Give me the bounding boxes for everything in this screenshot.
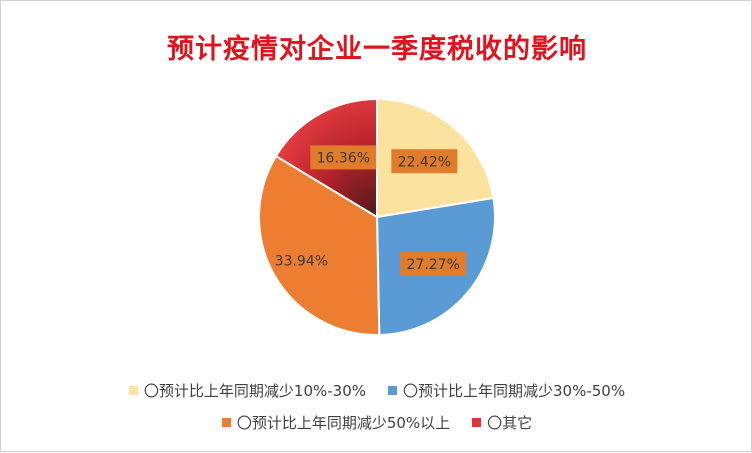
legend-label-1: 〇预计比上年同期减少10%-30% bbox=[143, 381, 366, 400]
data-label-2: 27.27% bbox=[407, 257, 460, 273]
data-label-1: 22.42% bbox=[398, 154, 451, 170]
legend-label-3: 〇预计比上年同期减少50%以上 bbox=[236, 413, 451, 432]
legend-swatch-1 bbox=[128, 385, 138, 395]
legend-row-2: 〇预计比上年同期减少50%以上 〇其它 bbox=[1, 409, 752, 435]
chart-title: 预计疫情对企业一季度税收的影响 bbox=[167, 34, 587, 65]
legend-item-4: 〇其它 bbox=[472, 412, 532, 433]
data-label-bg-2 bbox=[400, 251, 467, 276]
data-label-3: 33.94% bbox=[275, 254, 328, 270]
legend-label-2: 〇预计比上年同期减少30%-50% bbox=[403, 381, 626, 400]
data-label-bg-1 bbox=[391, 149, 458, 174]
legend-swatch-2 bbox=[388, 385, 397, 395]
legend-item-1: 〇预计比上年同期减少10%-30% bbox=[128, 380, 366, 401]
legend: 〇预计比上年同期减少10%-30% 〇预计比上年同期减少30%-50% 〇预计比… bbox=[1, 377, 752, 441]
legend-label-4: 〇其它 bbox=[487, 413, 533, 432]
legend-row-1: 〇预计比上年同期减少10%-30% 〇预计比上年同期减少30%-50% bbox=[1, 377, 752, 403]
data-label-4: 16.36% bbox=[317, 150, 370, 166]
data-label-bg-4 bbox=[310, 145, 377, 170]
legend-item-2: 〇预计比上年同期减少30%-50% bbox=[388, 380, 625, 401]
legend-swatch-4 bbox=[472, 417, 482, 427]
legend-swatch-3 bbox=[221, 417, 231, 427]
legend-item-3: 〇预计比上年同期减少50%以上 bbox=[221, 412, 451, 433]
